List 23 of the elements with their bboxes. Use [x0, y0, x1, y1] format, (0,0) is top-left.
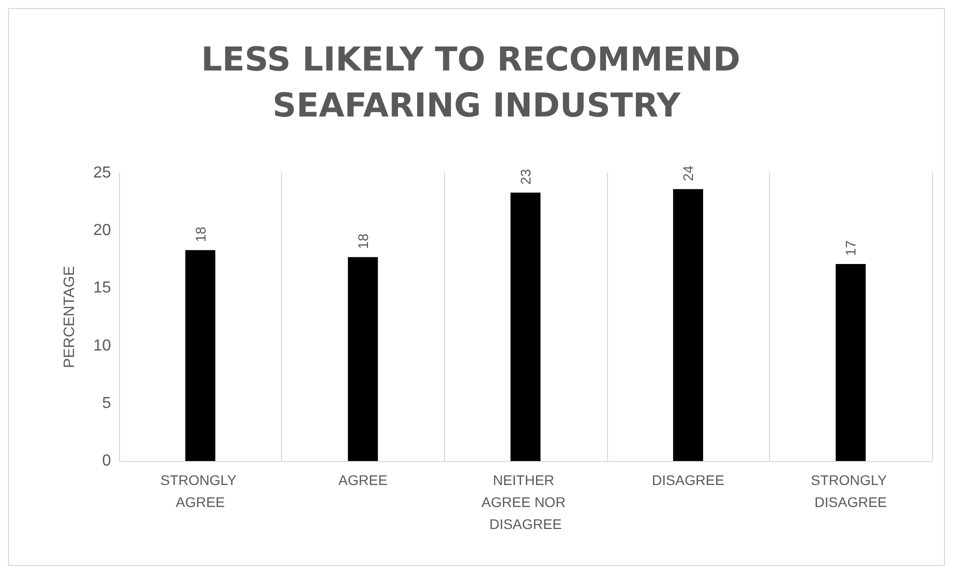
data-label: 17 [842, 240, 859, 256]
x-tick-label: STRONGLY AGREE [160, 472, 240, 510]
y-tick-label: 25 [93, 164, 112, 182]
data-label: 18 [192, 226, 208, 242]
y-tick-label: 15 [93, 280, 112, 297]
y-tick-label: 20 [93, 222, 112, 240]
y-tick-label: 5 [102, 394, 112, 412]
x-tick-label: NEITHER AGREE NOR DISAGREE [482, 472, 570, 532]
data-label: 23 [518, 168, 534, 185]
x-tick-label: DISAGREE [652, 472, 724, 488]
y-tick-label: 10 [93, 337, 112, 354]
y-axis-title: PERCENTAGE [61, 266, 78, 368]
chart-title: LESS LIKELY TO RECOMMEND SEAFARING INDUSTRY [201, 40, 752, 124]
bar [836, 264, 866, 461]
data-label: 24 [680, 165, 696, 182]
x-tick-label: AGREE [338, 472, 388, 488]
data-label: 18 [354, 233, 371, 250]
bar [673, 189, 704, 461]
bar [348, 257, 378, 461]
x-tick-label: STRONGLY DISAGREE [810, 472, 891, 510]
bar [510, 192, 540, 461]
bar [185, 250, 216, 461]
y-tick-label: 0 [102, 452, 112, 470]
